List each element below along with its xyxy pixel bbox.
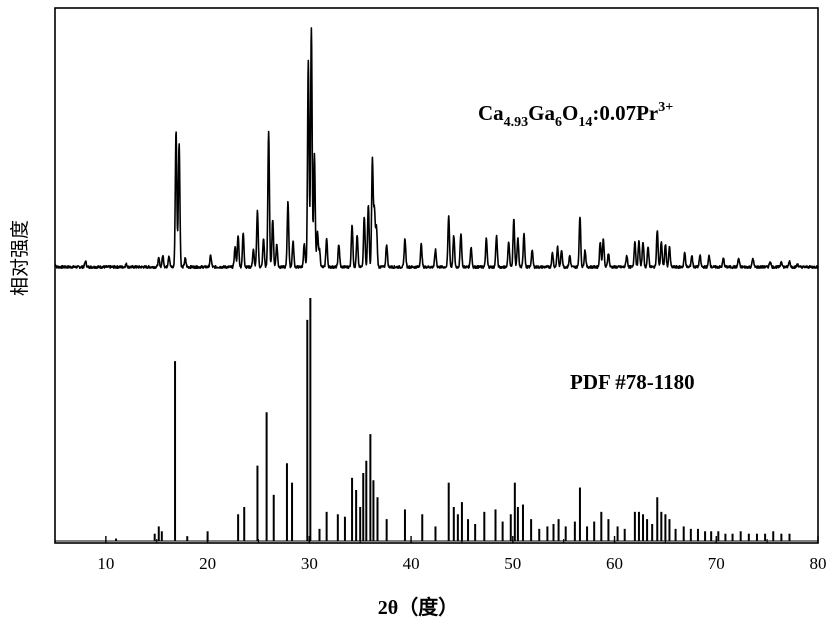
- series-label-reference: PDF #78-1180: [570, 370, 695, 394]
- x-tick-label-10: 10: [97, 554, 114, 573]
- x-tick-label-60: 60: [606, 554, 623, 573]
- x-tick-label-40: 40: [403, 554, 420, 573]
- x-tick-label-70: 70: [708, 554, 725, 573]
- y-axis-label: 相对强度: [9, 220, 31, 296]
- x-tick-label-50: 50: [504, 554, 521, 573]
- x-tick-label-20: 20: [199, 554, 216, 573]
- x-axis-label: 2θ（度）: [378, 595, 458, 619]
- x-tick-label-80: 80: [810, 554, 827, 573]
- x-tick-label-30: 30: [301, 554, 318, 573]
